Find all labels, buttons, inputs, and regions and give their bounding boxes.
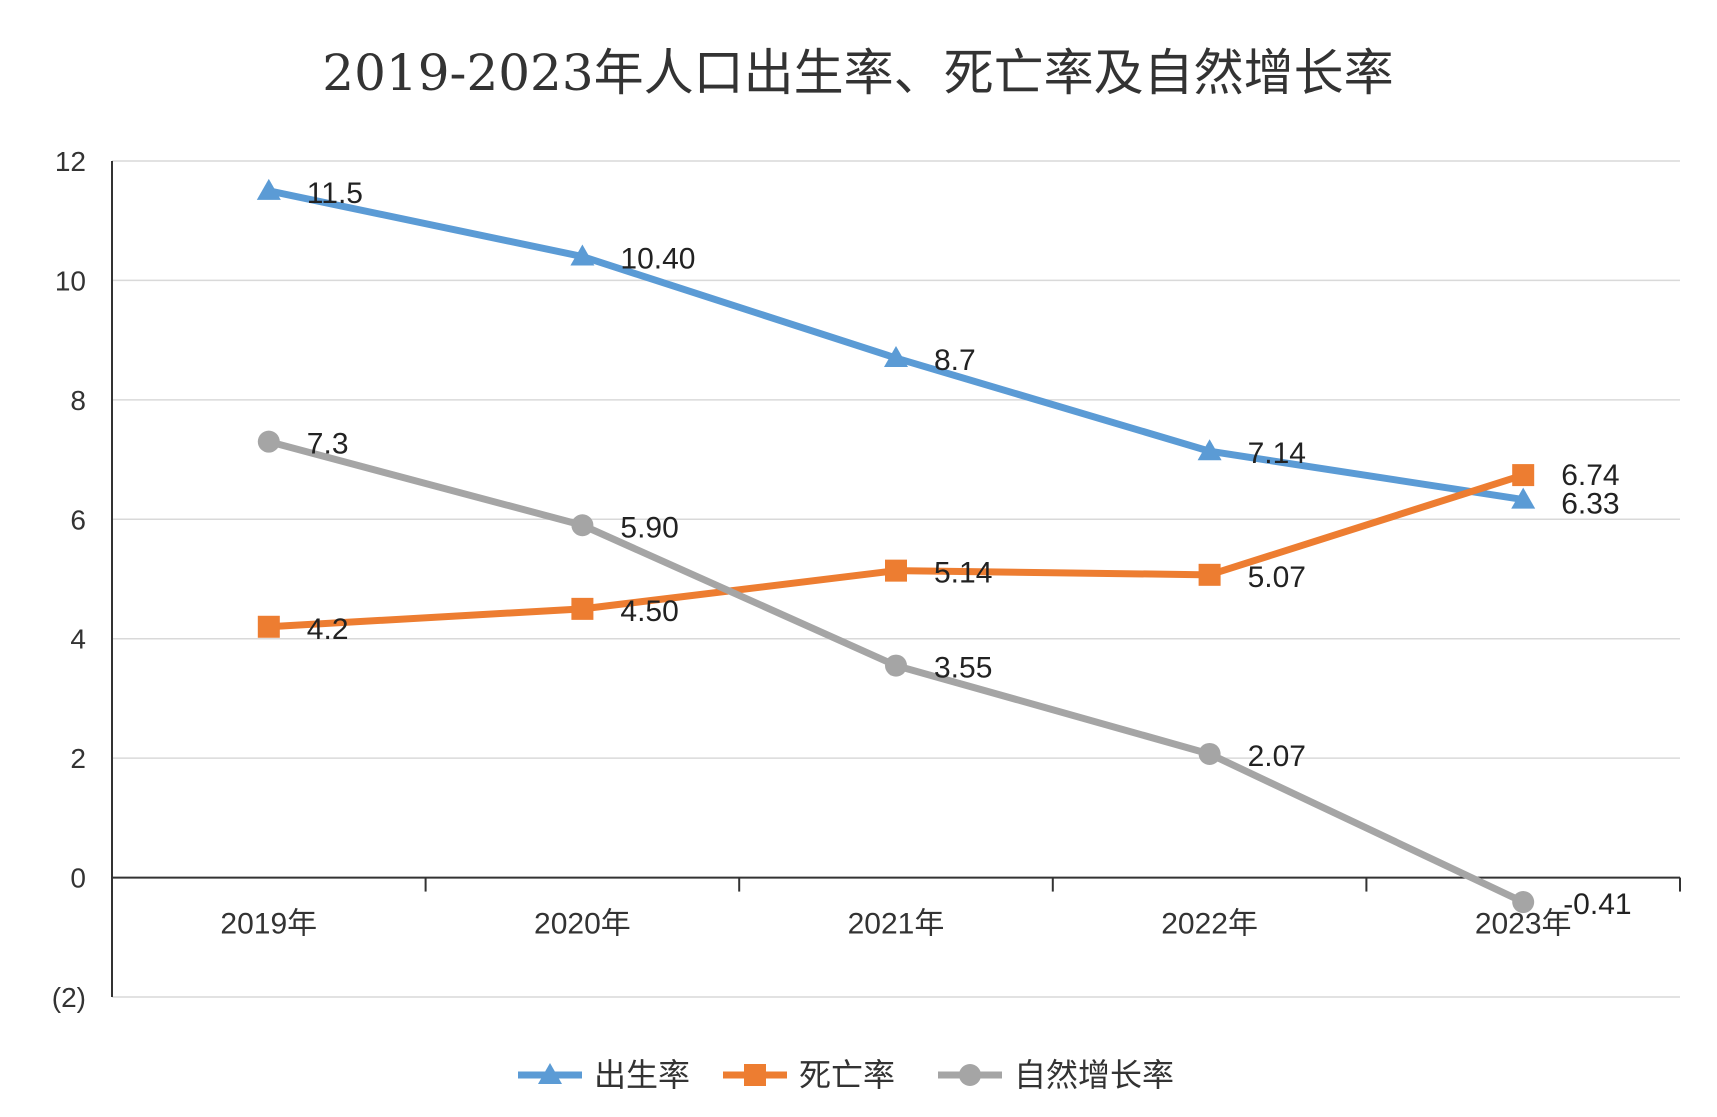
data-label: 3.55: [934, 652, 992, 685]
data-point: [256, 178, 281, 200]
data-point: [1512, 464, 1535, 487]
x-tick-label: 2023年: [1475, 908, 1572, 941]
data-label: 2.07: [1248, 740, 1306, 773]
y-tick-label: (2): [52, 982, 86, 1013]
axes: (2) 0 2 4 6 8 10 12 2019年 2020年 2021年 2022年 2023年: [52, 146, 1681, 1013]
y-tick-label: 0: [70, 863, 86, 894]
series-line-2: [265, 471, 1527, 631]
data-label: 4.50: [620, 595, 678, 628]
x-tick-label: 2019年: [220, 908, 317, 941]
legend-item: 出生率: [518, 1056, 690, 1094]
legend-label: 死亡率: [799, 1056, 895, 1094]
y-tick-label: 2: [70, 743, 86, 774]
legend-marker: [538, 1063, 562, 1084]
data-label: 4.2: [307, 613, 349, 646]
data-label: 11.5: [307, 177, 363, 210]
x-tick-label: 2022年: [1161, 908, 1258, 941]
legend: 出生率 死亡率 自然增长率: [518, 1056, 1174, 1094]
legend-marker: [959, 1064, 981, 1086]
data-label: 5.14: [934, 557, 992, 590]
legend-label: 出生率: [594, 1056, 690, 1094]
x-tick-label: 2020年: [534, 908, 631, 941]
y-tick-label: 8: [70, 385, 86, 416]
data-point: [884, 346, 908, 368]
data-point: [571, 597, 594, 620]
data-label: 6.74: [1561, 459, 1619, 492]
data-labels: 11.5 10.40 8.7 7.14 6.33 4.2 4.50 5.14 5.07 6.74 7…: [307, 177, 1632, 921]
data-point: [571, 514, 594, 537]
data-point: [1197, 439, 1222, 461]
series-line-1: [265, 187, 1527, 504]
data-point: [1198, 742, 1221, 765]
data-label: 5.07: [1248, 561, 1306, 594]
data-point: [1198, 563, 1221, 586]
data-point: [885, 654, 907, 677]
y-tick-label: 6: [70, 504, 86, 535]
data-point: [885, 559, 907, 582]
data-point: [1512, 891, 1535, 914]
x-tick-label: 2021年: [848, 908, 945, 941]
data-label: 8.7: [934, 344, 976, 377]
legend-label: 自然增长率: [1014, 1056, 1174, 1094]
data-point: [257, 615, 280, 638]
y-tick-label: 4: [70, 624, 86, 655]
data-label: 7.14: [1248, 437, 1306, 470]
data-label: -0.41: [1563, 888, 1631, 921]
y-tick-label: 12: [55, 146, 86, 177]
data-point: [257, 430, 280, 453]
series-layer: [256, 178, 1536, 914]
y-tick-label: 10: [55, 265, 86, 296]
gridlines: [112, 160, 1680, 998]
data-point: [1511, 487, 1536, 509]
legend-marker: [744, 1064, 766, 1086]
legend-item: 死亡率: [723, 1056, 895, 1094]
data-label: 7.3: [307, 428, 349, 461]
data-label: 10.40: [620, 243, 695, 276]
data-label: 6.33: [1561, 488, 1619, 521]
data-point: [570, 244, 595, 266]
legend-item: 自然增长率: [938, 1056, 1174, 1094]
chart-title: 2019-2023年人口出生率、死亡率及自然增长率: [322, 44, 1393, 102]
data-label: 5.90: [620, 511, 678, 544]
